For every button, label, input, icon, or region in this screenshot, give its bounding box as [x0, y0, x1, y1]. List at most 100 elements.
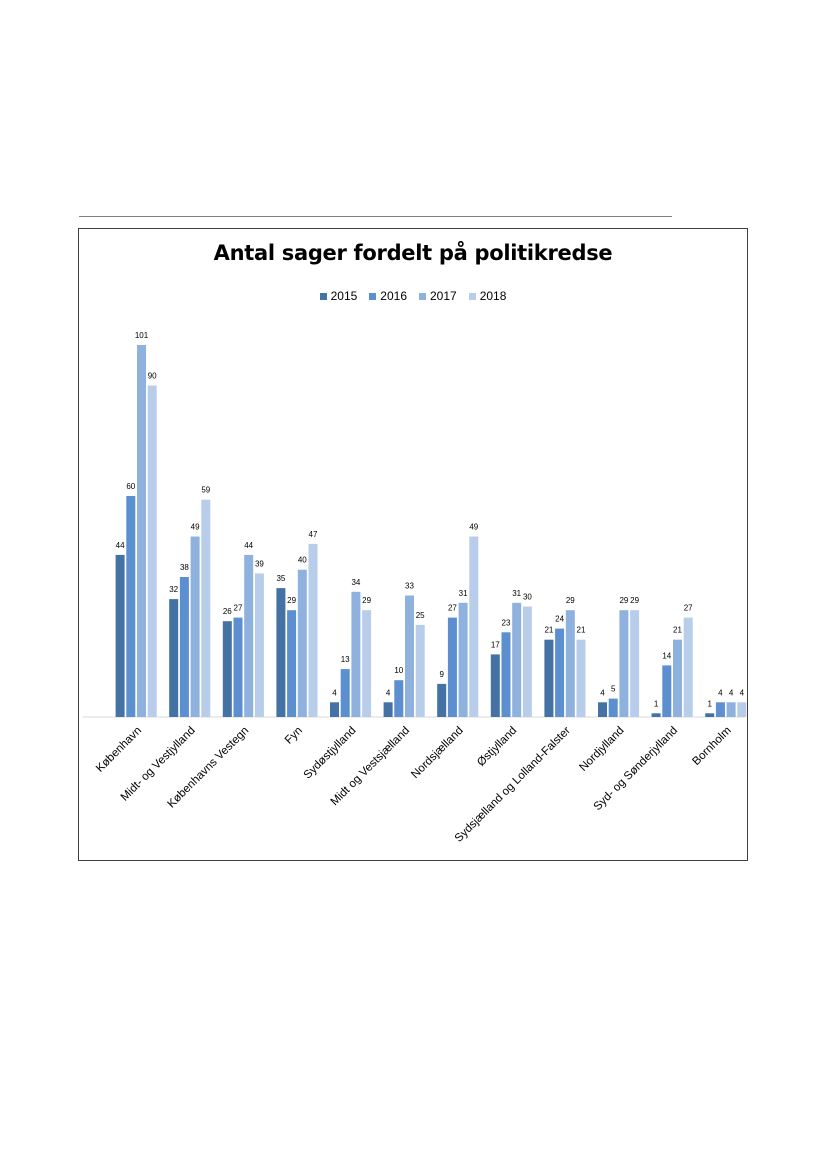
data-label-2016-10: 14	[662, 651, 671, 660]
bar-2016-6	[447, 617, 457, 717]
bar-2018-8	[576, 639, 586, 717]
bar-2017-9	[619, 610, 629, 717]
bar-2017-7	[512, 602, 522, 717]
data-label-2017-11: 4	[729, 688, 734, 697]
legend-swatch-2018	[468, 292, 476, 300]
data-label-2015-11: 1	[707, 699, 712, 708]
chart-legend: 2015 2016 2017 2018	[79, 289, 747, 303]
bar-2016-4	[340, 669, 350, 717]
legend-label-2016: 2016	[380, 289, 407, 303]
bar-2018-5	[415, 624, 425, 717]
data-label-2017-7: 31	[512, 589, 521, 598]
chart-frame: Antal sager fordelt på politikredse 2015…	[78, 228, 748, 861]
bar-2017-3	[297, 569, 307, 717]
data-label-2017-4: 34	[351, 578, 360, 587]
x-tick-label-7: Østjylland	[475, 725, 519, 769]
x-tick-label-0: København	[94, 725, 144, 775]
bar-2017-6	[458, 602, 468, 717]
data-label-2015-6: 9	[439, 670, 444, 679]
data-label-2017-0: 101	[135, 331, 149, 340]
bar-2018-1	[201, 499, 211, 717]
data-label-2017-5: 33	[405, 582, 414, 591]
data-label-2016-1: 38	[180, 563, 189, 572]
data-label-2017-8: 29	[566, 596, 575, 605]
bar-2016-8	[555, 628, 565, 717]
x-tick-label-11: Bornholm	[690, 725, 733, 768]
bar-2017-10	[673, 639, 682, 717]
data-label-2015-10: 1	[654, 699, 659, 708]
data-label-2018-11: 4	[740, 688, 745, 697]
legend-swatch-2016	[369, 292, 377, 300]
data-label-2016-2: 27	[234, 604, 243, 613]
bar-2018-4	[362, 610, 372, 717]
bar-2015-5	[383, 702, 393, 717]
bar-2015-7	[490, 654, 500, 717]
data-label-2018-4: 29	[362, 596, 371, 605]
data-label-2017-10: 21	[673, 626, 682, 635]
bar-2015-8	[544, 639, 554, 717]
bar-2018-7	[522, 606, 532, 717]
bar-2016-2	[233, 617, 243, 717]
data-label-2015-1: 32	[169, 585, 178, 594]
x-tick-label-9: Nordjylland	[577, 725, 626, 774]
bar-2016-5	[394, 680, 404, 717]
bar-2017-8	[565, 610, 575, 717]
data-label-2018-7: 30	[523, 593, 532, 602]
data-label-2015-9: 4	[600, 688, 605, 697]
legend-swatch-2017	[419, 292, 426, 300]
bar-2015-10	[651, 713, 661, 717]
legend-item-2017: 2017	[419, 289, 457, 303]
x-tick-label-3: Fyn	[283, 725, 305, 747]
data-label-2017-1: 49	[191, 523, 200, 532]
data-label-2018-9: 29	[630, 596, 639, 605]
bar-2016-1	[179, 577, 189, 717]
data-label-2017-3: 40	[298, 556, 307, 565]
data-label-2018-3: 47	[309, 530, 318, 539]
page-divider-line	[79, 216, 672, 217]
data-label-2018-6: 49	[469, 523, 478, 532]
bar-2016-3	[287, 610, 297, 717]
data-label-2015-4: 4	[332, 688, 337, 697]
bar-2015-1	[169, 599, 179, 717]
bar-2016-10	[662, 665, 672, 717]
x-tick-label-6: Nordsjælland	[409, 725, 465, 781]
legend-item-2015: 2015	[319, 289, 357, 303]
data-label-2016-11: 4	[718, 688, 723, 697]
bar-2018-6	[469, 536, 479, 717]
bar-2016-7	[501, 632, 511, 717]
legend-label-2018: 2018	[479, 289, 507, 303]
data-label-2016-5: 10	[394, 666, 403, 675]
bar-2015-6	[437, 683, 447, 717]
bar-2017-11	[726, 702, 736, 717]
data-label-2015-7: 17	[491, 640, 500, 649]
legend-swatch-2015	[319, 292, 327, 300]
bar-2015-4	[330, 702, 339, 717]
data-label-2017-9: 29	[619, 596, 628, 605]
bar-2017-5	[405, 595, 414, 717]
x-tick-label-8: Sydsjælland og Lolland-Falster	[453, 725, 573, 845]
data-label-2015-2: 26	[223, 607, 232, 616]
data-label-2016-4: 13	[341, 655, 350, 664]
legend-label-2017: 2017	[430, 289, 457, 303]
data-label-2016-7: 23	[502, 618, 511, 627]
bar-2017-0	[137, 345, 146, 717]
chart-title: Antal sager fordelt på politikredse	[213, 241, 613, 265]
bar-2016-9	[608, 698, 618, 717]
legend-item-2016: 2016	[369, 289, 407, 303]
data-label-2018-2: 39	[255, 559, 264, 568]
data-label-2018-10: 27	[684, 604, 693, 613]
data-label-2016-8: 24	[555, 615, 564, 624]
data-label-2015-0: 44	[116, 541, 125, 550]
data-label-2018-1: 59	[201, 486, 210, 495]
bar-2015-3	[276, 588, 286, 717]
bar-2015-9	[598, 702, 607, 717]
bar-2018-10	[683, 617, 693, 717]
bar-2018-11	[737, 702, 747, 717]
bar-2018-3	[308, 543, 318, 717]
data-label-2018-5: 25	[416, 611, 425, 620]
bar-2017-1	[190, 536, 200, 717]
data-label-2018-0: 90	[148, 372, 157, 381]
legend-item-2018: 2018	[468, 289, 507, 303]
bar-2015-11	[705, 713, 715, 717]
bar-2018-2	[254, 573, 264, 717]
